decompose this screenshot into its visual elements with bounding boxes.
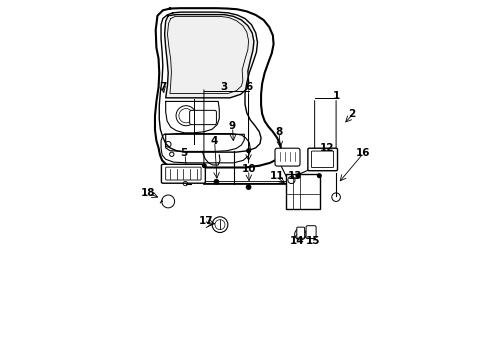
FancyBboxPatch shape <box>166 167 201 180</box>
Text: 14: 14 <box>290 236 304 246</box>
FancyBboxPatch shape <box>275 148 300 166</box>
FancyBboxPatch shape <box>190 111 217 125</box>
FancyBboxPatch shape <box>161 164 205 183</box>
Circle shape <box>202 164 206 167</box>
Circle shape <box>214 179 219 184</box>
Circle shape <box>246 185 251 190</box>
Text: 7: 7 <box>159 82 167 92</box>
FancyBboxPatch shape <box>297 227 305 238</box>
Circle shape <box>296 174 300 177</box>
Text: 3: 3 <box>220 82 227 92</box>
Circle shape <box>247 149 250 153</box>
Text: 8: 8 <box>275 127 283 137</box>
Text: 18: 18 <box>141 188 156 198</box>
Text: 9: 9 <box>229 121 236 131</box>
Text: 13: 13 <box>288 171 302 181</box>
Text: 17: 17 <box>198 216 213 226</box>
Polygon shape <box>161 134 250 163</box>
Text: 5: 5 <box>181 148 188 158</box>
Text: 1: 1 <box>333 91 340 101</box>
FancyBboxPatch shape <box>308 148 338 171</box>
Polygon shape <box>166 134 245 152</box>
Circle shape <box>318 174 321 177</box>
Text: 15: 15 <box>306 236 320 246</box>
Polygon shape <box>155 8 281 167</box>
FancyBboxPatch shape <box>312 151 334 167</box>
Text: 11: 11 <box>270 171 284 181</box>
FancyBboxPatch shape <box>287 174 320 209</box>
FancyBboxPatch shape <box>306 226 316 239</box>
Text: 4: 4 <box>211 136 219 146</box>
Text: 2: 2 <box>348 109 356 119</box>
Polygon shape <box>166 102 220 133</box>
Text: 10: 10 <box>241 164 256 174</box>
Text: 6: 6 <box>245 82 252 92</box>
Text: 16: 16 <box>356 148 370 158</box>
Polygon shape <box>165 15 254 98</box>
Text: 12: 12 <box>320 143 334 153</box>
